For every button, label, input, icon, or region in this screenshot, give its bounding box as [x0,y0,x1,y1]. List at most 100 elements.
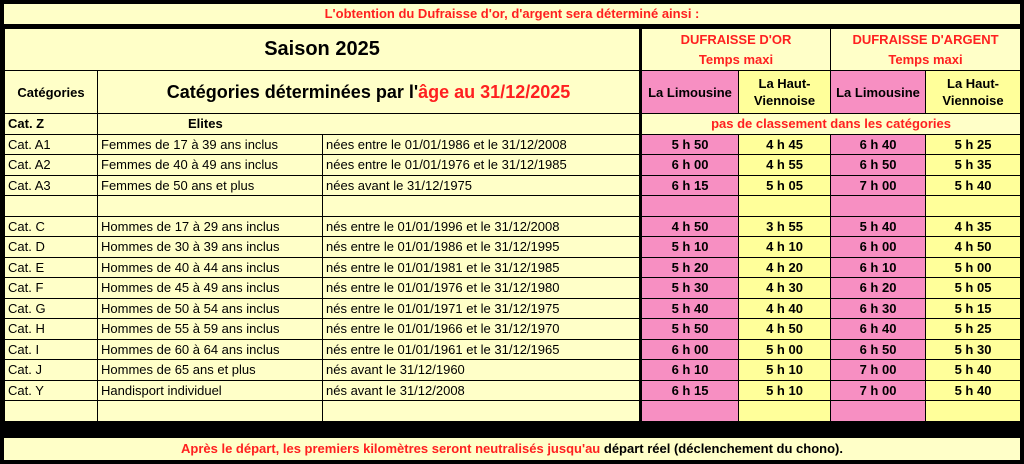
time-argent-limousine: 7 h 00 [830,359,927,381]
elite-label: Elites [96,113,642,135]
time-argent-haut-viennoise: 5 h 35 [925,154,1022,176]
category-code: Cat. E [4,256,98,278]
time-or-limousine: 5 h 30 [639,277,740,299]
category-description: Hommes de 60 à 64 ans inclus [97,338,323,360]
course-header-or-limousine: La Limousine [639,70,740,114]
birth-date-range: nées avant le 31/12/1975 [321,174,642,196]
time-or-limousine: 5 h 10 [639,236,740,258]
category-code: Cat. H [4,318,98,340]
time-or-haut-viennoise: 4 h 40 [738,297,832,319]
table-row: Cat. G Hommes de 50 à 54 ans inclus nés en… [4,297,1022,319]
time-argent-limousine [830,195,927,217]
time-argent-limousine: 6 h 30 [830,297,927,319]
category-description: Femmes de 40 à 49 ans inclus [97,154,323,176]
time-argent-haut-viennoise: 5 h 25 [925,318,1022,340]
time-or-haut-viennoise: 4 h 30 [738,277,832,299]
time-or-limousine: 5 h 50 [639,318,740,340]
argent-title: DUFRAISSE D'ARGENT [852,31,999,47]
dufraisse-argent-header: DUFRAISSE D'ARGENT Temps maxi [830,28,1022,71]
category-description [97,400,323,422]
or-sub: Temps maxi [698,51,774,67]
category-description: Hommes de 30 à 39 ans inclus [97,236,323,258]
category-code: Cat. A2 [4,154,98,176]
dufraisse-or-header: DUFRAISSE D'OR Temps maxi [639,28,832,71]
birth-date-range: nés entre le 01/01/1961 et le 31/12/1965 [321,338,642,360]
table-row: Cat. H Hommes de 55 à 59 ans inclus nés en… [4,318,1022,340]
table-row: Cat. F Hommes de 45 à 49 ans inclus nés en… [4,277,1022,299]
course-header-or-haut-viennoise: La Haut-Viennoise [738,70,832,114]
category-code: Cat. C [4,215,98,237]
time-or-haut-viennoise: 4 h 50 [738,318,832,340]
time-argent-haut-viennoise: 5 h 30 [925,338,1022,360]
time-or-limousine: 6 h 00 [639,154,740,176]
time-or-haut-viennoise: 4 h 20 [738,256,832,278]
birth-date-range: nés avant le 31/12/2008 [321,379,642,401]
category-description: Femmes de 17 à 39 ans inclus [97,133,323,155]
season-title: Saison 2025 [3,28,642,71]
time-argent-haut-viennoise: 5 h 40 [925,174,1022,196]
birth-date-range [321,195,642,217]
categories-table: Saison 2025 DUFRAISSE D'OR Temps maxi DUF… [3,28,1022,422]
category-code [4,400,98,422]
time-or-haut-viennoise: 3 h 55 [738,215,832,237]
table-row: Cat. C Hommes de 17 à 29 ans inclus nés en… [4,215,1022,237]
time-argent-limousine [830,400,927,422]
birth-date-range: nés entre le 01/01/1966 et le 31/12/1970 [321,318,642,340]
time-or-limousine: 5 h 20 [639,256,740,278]
time-or-limousine: 6 h 00 [639,338,740,360]
category-code: Cat. Y [4,379,98,401]
argent-sub: Temps maxi [888,51,963,67]
category-description: Hommes de 55 à 59 ans inclus [97,318,323,340]
time-argent-limousine: 6 h 40 [830,318,927,340]
category-description: Hommes de 65 ans et plus [97,359,323,381]
subtitle-highlight: âge au 31/12/2025 [418,81,571,102]
birth-date-range: nées entre le 01/01/1976 et le 31/12/198… [321,154,642,176]
time-argent-haut-viennoise: 5 h 00 [925,256,1022,278]
table-row: Cat. A3 Femmes de 50 ans et plus nées avan… [4,174,1022,196]
birth-date-range: nés avant le 31/12/1960 [321,359,642,381]
time-argent-haut-viennoise: 5 h 15 [925,297,1022,319]
time-or-limousine: 4 h 50 [639,215,740,237]
category-code: Cat. A3 [4,174,98,196]
table-row [4,400,1022,422]
time-argent-limousine: 6 h 00 [830,236,927,258]
category-code: Cat. F [4,277,98,299]
birth-date-range: nés entre le 01/01/1976 et le 31/12/1980 [321,277,642,299]
time-argent-limousine: 7 h 00 [830,174,927,196]
bottom-banner: Après le départ, les premiers kilomètres… [4,438,1020,460]
bottom-banner-black: départ réel (déclenchement du chono). [603,441,843,456]
time-argent-haut-viennoise: 5 h 05 [925,277,1022,299]
time-argent-limousine: 6 h 10 [830,256,927,278]
elite-note: pas de classement dans les catégories [639,113,1022,135]
subtitle-prefix: Catégories déterminées par l' [166,81,419,102]
category-code: Cat. I [4,338,98,360]
time-argent-limousine: 5 h 40 [830,215,927,237]
time-or-haut-viennoise: 4 h 10 [738,236,832,258]
course-header-argent-limousine: La Limousine [830,70,927,114]
table-row: Cat. J Hommes de 65 ans et plus nés avant … [4,359,1022,381]
time-argent-haut-viennoise [925,400,1022,422]
category-code: Cat. D [4,236,98,258]
category-code: Cat. J [4,359,98,381]
category-description [97,195,323,217]
time-or-haut-viennoise [738,195,832,217]
top-banner: L'obtention du Dufraisse d'or, d'argent … [4,4,1020,24]
birth-date-range: nés entre le 01/01/1986 et le 31/12/1995 [321,236,642,258]
table-row: Cat. A1 Femmes de 17 à 39 ans inclus nées … [4,133,1022,155]
time-or-limousine: 5 h 50 [639,133,740,155]
course-header-argent-haut-viennoise: La Haut-Viennoise [925,70,1022,114]
category-code [4,195,98,217]
birth-date-range: nés entre le 01/01/1996 et le 31/12/2008 [321,215,642,237]
time-or-limousine: 6 h 10 [639,359,740,381]
category-description: Hommes de 45 à 49 ans inclus [97,277,323,299]
table-row [4,195,1022,217]
birth-date-range [321,400,642,422]
birth-date-range: nés entre le 01/01/1971 et le 31/12/1975 [321,297,642,319]
time-or-haut-viennoise: 4 h 45 [738,133,832,155]
table-row: Cat. Y Handisport individuel nés avant le … [4,379,1022,401]
time-or-haut-viennoise: 4 h 55 [738,154,832,176]
category-description: Hommes de 17 à 29 ans inclus [97,215,323,237]
time-or-haut-viennoise [738,400,832,422]
time-argent-limousine: 6 h 40 [830,133,927,155]
table-row: Cat. E Hommes de 40 à 44 ans inclus nés en… [4,256,1022,278]
